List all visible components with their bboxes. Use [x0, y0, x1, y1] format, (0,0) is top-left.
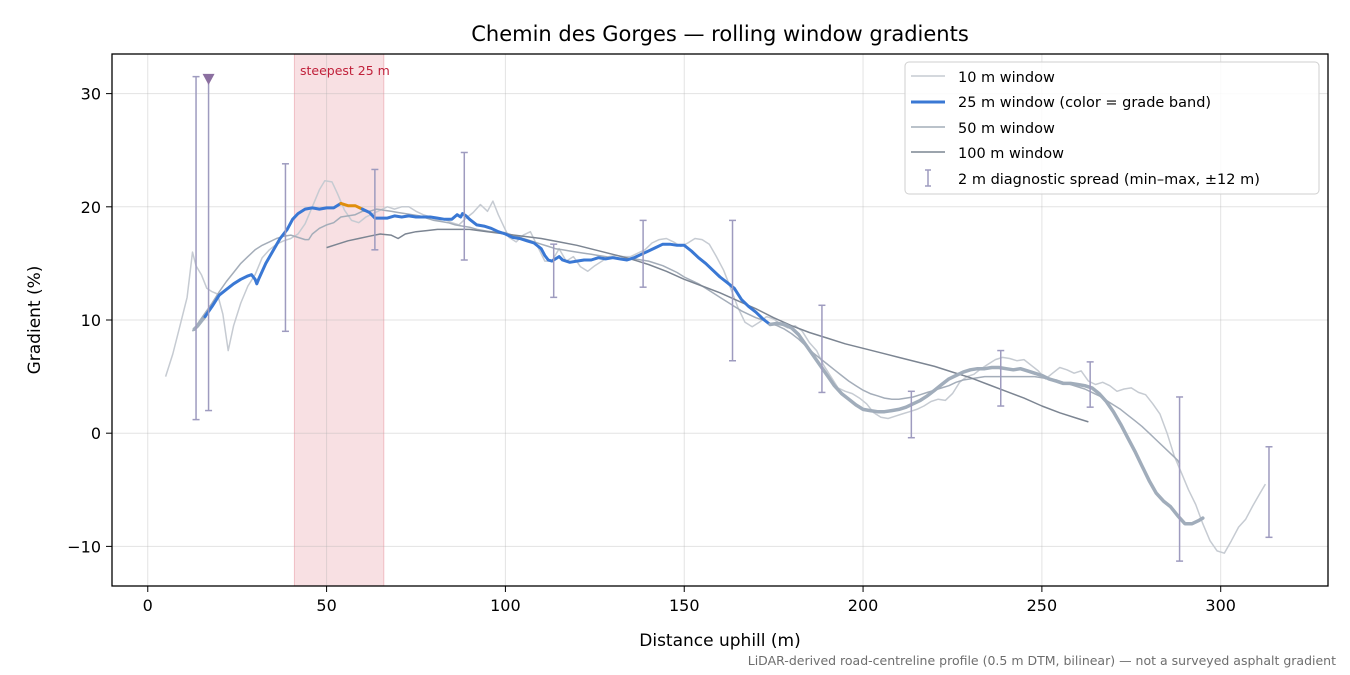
x-tick-label: 100	[490, 596, 521, 615]
diagnostic-errorbar	[997, 349, 1005, 407]
diagnostic-errorbar	[1086, 361, 1094, 408]
series-line-25m-segment	[203, 201, 343, 319]
legend-label-50m: 50 m window	[958, 121, 1055, 137]
diagnostic-errorbar	[460, 151, 468, 261]
y-tick-label: 20	[81, 198, 101, 217]
x-tick-label: 150	[669, 596, 700, 615]
legend-box	[904, 61, 1320, 195]
series-line-50m	[191, 208, 1181, 465]
diagnostic-errorbar	[281, 163, 289, 333]
series-line-25m-segment	[768, 321, 1205, 526]
footnote: LiDAR-derived road-centreline profile (0…	[748, 653, 1336, 668]
legend-label-10m: 10 m window	[958, 70, 1055, 86]
series-line-100m	[326, 228, 1089, 423]
diagnostic-errorbar	[1176, 396, 1184, 562]
x-tick-label: 0	[143, 596, 153, 615]
diagnostic-errorbar	[1265, 446, 1273, 539]
errorbar-layer	[192, 75, 1273, 562]
y-tick-label: −10	[67, 537, 101, 556]
steepest-band	[293, 53, 385, 587]
legend-label-errorbar: 2 m diagnostic spread (min–max, ±12 m)	[958, 172, 1260, 188]
series-layer	[164, 180, 1267, 554]
legend-label-25m: 25 m window (color = grade band)	[958, 95, 1211, 111]
series-line-25m-segment	[339, 201, 364, 211]
y-tick-label: 30	[81, 85, 101, 104]
diagnostic-errorbar	[371, 168, 379, 251]
highlight-band-layer	[293, 53, 385, 587]
legend-label-100m: 100 m window	[958, 146, 1064, 162]
x-tick-label: 50	[316, 596, 336, 615]
diagnostic-errorbar	[639, 219, 647, 288]
max-spread-marker	[202, 73, 215, 85]
diagnostic-errorbar	[550, 243, 558, 299]
legend: 10 m window 25 m window (color = grade b…	[904, 61, 1320, 195]
diagnostic-errorbar	[729, 219, 737, 362]
x-tick-label: 200	[848, 596, 879, 615]
y-axis-label: Gradient (%)	[25, 266, 45, 375]
marker-layer	[202, 73, 215, 85]
x-axis-label: Distance uphill (m)	[639, 631, 800, 651]
highlight-band-label: steepest 25 m	[300, 63, 390, 78]
diagnostic-errorbar	[818, 304, 826, 394]
x-tick-label: 250	[1027, 596, 1058, 615]
diagnostic-errorbar	[192, 75, 200, 421]
diagnostic-errorbar	[907, 390, 915, 439]
y-tick-label: 0	[91, 424, 101, 443]
chart-title: Chemin des Gorges — rolling window gradi…	[471, 22, 969, 46]
axis-ticks: 0 50 100 150 200 250 300 −10 0 10 20 30	[67, 85, 1236, 615]
x-tick-label: 300	[1205, 596, 1236, 615]
y-tick-label: 10	[81, 311, 101, 330]
legend-swatch-errorbar	[925, 169, 931, 187]
series-line-10m	[164, 180, 1267, 554]
